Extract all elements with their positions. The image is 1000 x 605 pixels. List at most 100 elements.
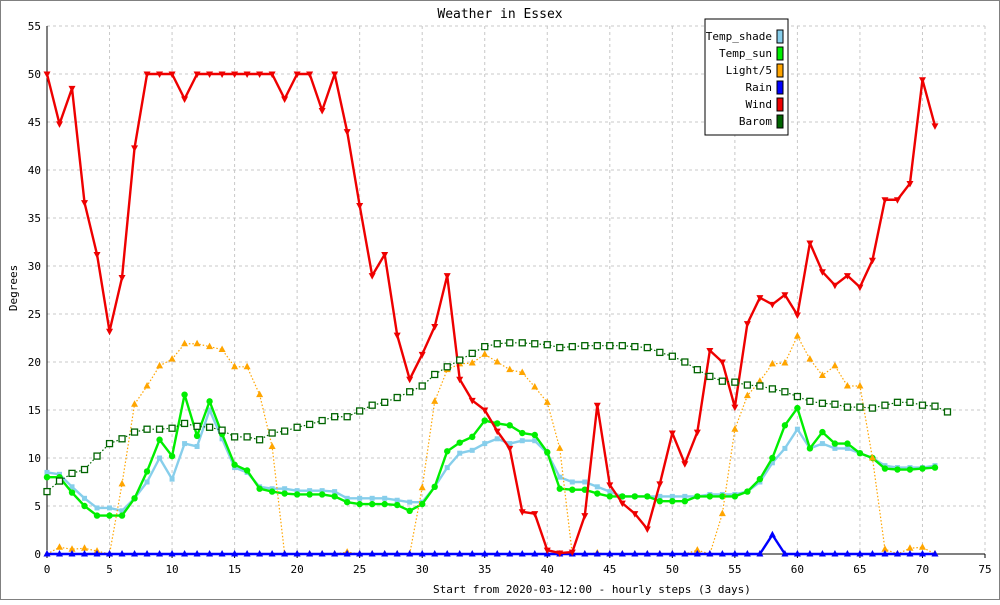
legend-label: Temp_shade	[706, 30, 772, 43]
data-point	[268, 71, 276, 78]
data-point	[406, 376, 414, 384]
data-point	[155, 425, 164, 433]
data-point	[393, 393, 401, 402]
data-point	[456, 356, 464, 364]
data-point	[193, 432, 201, 440]
data-point	[44, 469, 50, 475]
data-point	[594, 490, 601, 497]
data-point	[231, 461, 238, 468]
data-point	[494, 436, 500, 442]
data-point	[281, 96, 289, 103]
data-point	[906, 466, 914, 473]
data-point	[756, 377, 764, 384]
legend-label: Rain	[746, 81, 773, 94]
data-point	[130, 428, 139, 436]
data-point	[168, 424, 176, 432]
y-tick-label: 20	[28, 356, 41, 369]
data-point	[381, 251, 389, 259]
data-point	[806, 550, 814, 557]
data-point	[868, 257, 876, 265]
series-barom	[43, 339, 952, 496]
legend-label: Light/5	[726, 64, 772, 77]
data-point	[382, 495, 388, 501]
data-point	[618, 342, 626, 350]
data-point	[718, 550, 726, 557]
x-tick-label: 35	[478, 563, 491, 576]
data-point	[693, 366, 701, 374]
data-point	[407, 499, 413, 505]
data-point	[256, 71, 264, 78]
data-point	[343, 550, 351, 557]
data-point	[831, 282, 839, 290]
x-tick-label: 0	[44, 563, 51, 576]
data-point	[556, 444, 564, 451]
data-point	[856, 550, 864, 557]
data-point	[319, 488, 325, 494]
data-point	[931, 123, 939, 130]
data-point	[856, 284, 864, 292]
legend-label: Temp_sun	[719, 47, 772, 60]
data-point	[618, 500, 626, 508]
data-point	[256, 390, 264, 398]
data-point	[818, 269, 826, 276]
data-point	[644, 493, 651, 500]
data-point	[769, 454, 776, 462]
data-point	[669, 498, 676, 505]
data-point	[43, 487, 51, 496]
data-point	[743, 550, 751, 557]
data-point	[357, 495, 363, 501]
data-point	[207, 407, 213, 413]
data-point	[431, 323, 439, 331]
data-point	[718, 509, 726, 517]
data-point	[681, 550, 689, 557]
data-point	[831, 440, 839, 447]
data-point	[68, 545, 76, 552]
y-tick-label: 50	[28, 68, 41, 81]
data-point	[318, 107, 326, 115]
data-point	[493, 358, 501, 365]
data-point	[156, 361, 164, 369]
data-point	[581, 513, 589, 520]
data-point	[668, 550, 676, 557]
data-point	[306, 71, 314, 78]
data-point	[756, 550, 764, 557]
data-point	[106, 328, 114, 336]
data-point	[656, 348, 664, 357]
x-tick-label: 15	[228, 563, 241, 576]
data-point	[419, 500, 426, 508]
legend-box	[704, 18, 789, 136]
data-point	[356, 500, 363, 508]
data-point	[457, 450, 463, 456]
data-point	[532, 438, 538, 444]
data-point	[931, 402, 939, 410]
data-point	[519, 429, 526, 437]
data-point	[143, 468, 151, 475]
data-point	[818, 550, 826, 557]
data-point	[68, 469, 76, 478]
data-point	[806, 355, 814, 362]
data-point	[68, 550, 76, 557]
data-point	[331, 413, 339, 421]
data-point	[406, 507, 413, 514]
data-point	[531, 511, 539, 518]
data-point	[368, 500, 376, 508]
data-point	[56, 543, 64, 550]
data-point	[719, 493, 726, 500]
data-point	[381, 398, 389, 406]
data-point	[806, 397, 814, 406]
data-point	[481, 407, 489, 414]
data-point	[844, 445, 850, 451]
data-point	[493, 340, 501, 348]
data-point	[768, 359, 776, 367]
data-point	[656, 481, 664, 488]
data-point	[206, 342, 214, 350]
data-point	[231, 362, 239, 370]
data-point	[794, 404, 801, 412]
data-point	[43, 71, 51, 78]
x-tick-label: 50	[666, 563, 679, 576]
data-point	[168, 550, 176, 557]
data-point	[894, 466, 901, 473]
data-point	[306, 491, 313, 498]
data-point	[881, 401, 889, 409]
